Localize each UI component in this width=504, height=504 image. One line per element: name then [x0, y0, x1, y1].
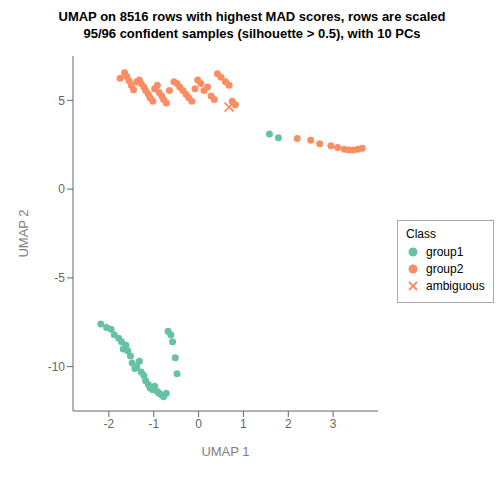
svg-text:UMAP 1: UMAP 1 — [201, 444, 249, 459]
svg-text:3: 3 — [330, 417, 337, 431]
svg-text:0: 0 — [58, 182, 65, 196]
html-text:group1: group1 — [426, 244, 464, 259]
svg-text:5: 5 — [58, 94, 65, 108]
svg-text:0: 0 — [195, 417, 202, 431]
svg-text:1: 1 — [240, 417, 247, 431]
svg-text:-10: -10 — [48, 360, 66, 374]
html-text:UMAP on 8516 rows with highest: UMAP on 8516 rows with highest MAD score… — [58, 9, 446, 24]
html-text:95/96 confident samples (silho: 95/96 confident samples (silhouette > 0.… — [83, 26, 421, 41]
svg-text:-2: -2 — [104, 417, 115, 431]
svg-text:-1: -1 — [148, 417, 159, 431]
svg-text:-5: -5 — [54, 271, 65, 285]
html-text:group2: group2 — [426, 261, 464, 276]
html-text:ambiguous: ambiguous — [426, 278, 485, 293]
svg-text:UMAP 2: UMAP 2 — [16, 209, 31, 257]
svg-text:2: 2 — [285, 417, 292, 431]
html-text:Class: Class — [406, 226, 436, 241]
